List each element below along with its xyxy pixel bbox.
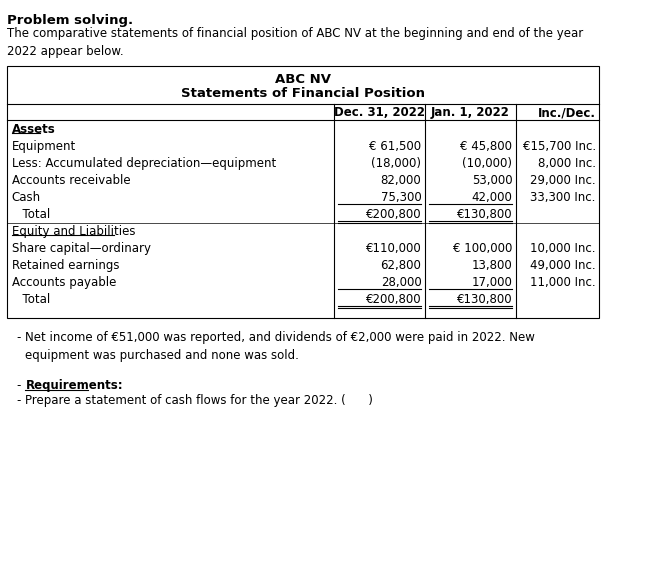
Text: -: - — [16, 379, 21, 392]
Text: Total: Total — [15, 293, 50, 306]
Bar — [7, 66, 599, 318]
Text: 17,000: 17,000 — [471, 276, 512, 289]
Text: 8,000 Inc.: 8,000 Inc. — [538, 157, 596, 170]
Text: Jan. 1, 2022: Jan. 1, 2022 — [431, 106, 510, 119]
Text: Cash: Cash — [12, 191, 41, 204]
Text: ABC NV: ABC NV — [276, 73, 331, 86]
Text: 62,800: 62,800 — [380, 259, 421, 272]
Text: Less: Accumulated depreciation—equipment: Less: Accumulated depreciation—equipment — [12, 157, 276, 170]
Text: Prepare a statement of cash flows for the year 2022. (      ): Prepare a statement of cash flows for th… — [26, 394, 374, 407]
Text: € 45,800: € 45,800 — [460, 140, 512, 153]
Text: -: - — [16, 394, 21, 407]
Text: 33,300 Inc.: 33,300 Inc. — [530, 191, 596, 204]
Text: 75,300: 75,300 — [380, 191, 421, 204]
Text: Dec. 31, 2022: Dec. 31, 2022 — [334, 106, 425, 119]
Text: 28,000: 28,000 — [380, 276, 421, 289]
Text: Equipment: Equipment — [12, 140, 76, 153]
Text: Total: Total — [15, 208, 50, 221]
Text: €200,800: €200,800 — [366, 293, 421, 306]
Text: 29,000 Inc.: 29,000 Inc. — [530, 174, 596, 187]
Text: (18,000): (18,000) — [372, 157, 421, 170]
Text: €15,700 Inc.: €15,700 Inc. — [523, 140, 596, 153]
Text: Statements of Financial Position: Statements of Financial Position — [181, 87, 425, 100]
Text: 11,000 Inc.: 11,000 Inc. — [530, 276, 596, 289]
Text: (10,000): (10,000) — [462, 157, 512, 170]
Text: €200,800: €200,800 — [366, 208, 421, 221]
Text: 53,000: 53,000 — [472, 174, 512, 187]
Text: 10,000 Inc.: 10,000 Inc. — [530, 242, 596, 255]
Text: Net income of €51,000 was reported, and dividends of €2,000 were paid in 2022. N: Net income of €51,000 was reported, and … — [26, 331, 536, 362]
Text: The comparative statements of financial position of ABC NV at the beginning and : The comparative statements of financial … — [7, 27, 583, 58]
Text: 13,800: 13,800 — [472, 259, 512, 272]
Text: Accounts payable: Accounts payable — [12, 276, 116, 289]
Text: Requirements:: Requirements: — [26, 379, 123, 392]
Text: Problem solving.: Problem solving. — [7, 14, 133, 27]
Text: Share capital—ordinary: Share capital—ordinary — [12, 242, 151, 255]
Text: 49,000 Inc.: 49,000 Inc. — [530, 259, 596, 272]
Text: Assets: Assets — [12, 123, 56, 136]
Text: Accounts receivable: Accounts receivable — [12, 174, 130, 187]
Text: € 61,500: € 61,500 — [370, 140, 421, 153]
Text: € 100,000: € 100,000 — [453, 242, 512, 255]
Text: €110,000: €110,000 — [366, 242, 421, 255]
Text: 82,000: 82,000 — [380, 174, 421, 187]
Text: -: - — [16, 331, 21, 344]
Text: 42,000: 42,000 — [471, 191, 512, 204]
Text: Retained earnings: Retained earnings — [12, 259, 120, 272]
Text: €130,800: €130,800 — [457, 208, 512, 221]
Text: €130,800: €130,800 — [457, 293, 512, 306]
Text: Equity and Liabilities: Equity and Liabilities — [12, 225, 135, 238]
Text: Inc./Dec.: Inc./Dec. — [538, 106, 596, 119]
